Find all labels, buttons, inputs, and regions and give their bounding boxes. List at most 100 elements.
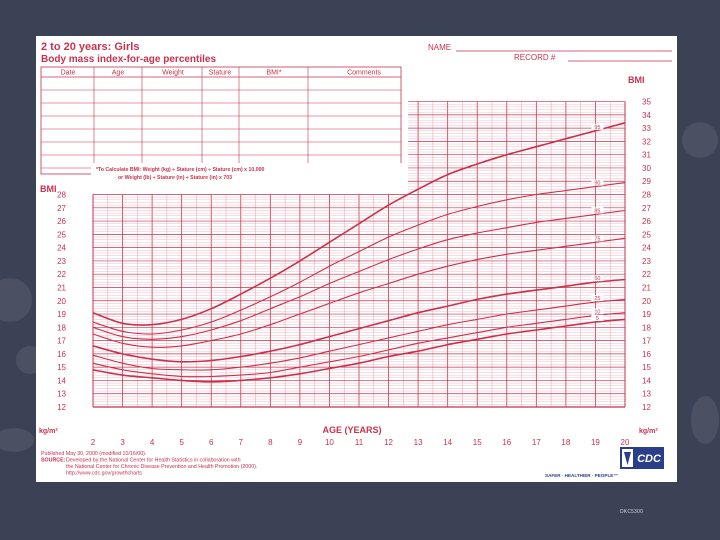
x-tick-label: 6 [209,438,214,447]
percentile-curve-50 [92,278,626,363]
percentile-label-85: 85 [594,208,600,214]
bmi-formula-box: *To Calculate BMI: Weight (kg) ÷ Stature… [91,163,411,183]
record-label: RECORD # [514,53,556,62]
y-tick-label-right: 32 [642,137,651,146]
y-tick-label-left: 14 [57,376,66,385]
y-tick-label-right: 23 [642,257,651,266]
slide-identifier: DKC5300 [620,509,644,515]
x-tick-label: 16 [502,438,511,447]
y-tick-label-right: 14 [642,376,651,385]
y-tick-label-right: 27 [642,204,651,213]
y-tick-label-right: 16 [642,350,651,359]
cdc-logo: CDC [620,447,664,469]
chart-header: 2 to 20 years: Girls Body mass index-for… [41,41,672,65]
percentile-label-bg [591,235,604,242]
bmi-formula-line2: or Weight (lb) ÷ Stature (in) ÷ Stature … [118,175,232,181]
x-tick-label: 7 [239,438,244,447]
y-tick-label-right: 29 [642,177,651,186]
percentile-label-bg [591,295,604,302]
percentile-curve-85 [92,209,626,340]
y-tick-label-right: 21 [642,283,651,292]
source-label: SOURCE: [41,458,66,464]
y-tick-label-left: 13 [57,390,66,399]
x-axis-title: AGE (YEARS) [322,425,381,435]
chart-title: 2 to 20 years: Girls [41,41,139,53]
percentile-curve-75 [92,237,626,348]
record-table: Date Age Weight Stature BMI* Comments [40,66,402,175]
x-tick-label: 20 [621,438,630,447]
y-tick-label-right: 15 [642,363,651,372]
x-tick-label: 18 [561,438,570,447]
percentile-curve-5 [92,318,626,383]
y-tick-label-left: 21 [57,283,66,292]
percentile-label-50: 50 [594,276,600,282]
x-tick-label: 3 [120,438,125,447]
column-header-date: Date [61,70,76,77]
cdc-tagline: SAFER · HEALTHIER · PEOPLE™ [545,473,618,478]
growth-chart-sheet: 2 to 20 years: Girls Body mass index-for… [36,36,677,482]
x-tick-label: 17 [532,438,541,447]
x-tick-label: 11 [355,438,364,447]
y-tick-label-right: 35 [642,98,651,107]
y-tick-label-left: 26 [57,217,66,226]
percentile-label-bg [591,315,604,322]
y-tick-label-right: 31 [642,151,651,160]
y-tick-label-right: 25 [642,230,651,239]
chart-subtitle: Body mass index-for-age percentiles [41,54,216,65]
x-tick-label: 5 [179,438,184,447]
x-tick-label: 15 [473,438,482,447]
unit-label-right: kg/m² [639,428,658,435]
y-tick-label-left: 27 [57,204,66,213]
y-tick-label-left: 20 [57,297,66,306]
y-tick-label-left: 24 [57,244,66,253]
source-url[interactable]: http://www.cdc.gov/growthcharts [66,471,142,477]
source-line1: Developed by the National Center for Hea… [66,458,241,464]
y-tick-label-left: 17 [57,337,66,346]
y-tick-label-right: 12 [642,403,651,412]
y-tick-label-left: 22 [57,270,66,279]
y-tick-label-right: 20 [642,297,651,306]
y-tick-label-right: 22 [642,270,651,279]
x-tick-label: 13 [414,438,423,447]
y-tick-label-right: 26 [642,217,651,226]
x-tick-label: 4 [150,438,155,447]
percentile-label-bg [591,275,604,282]
percentile-label-bg [591,179,604,186]
y-tick-label-right: 34 [642,111,651,120]
percentile-label-bg [591,207,604,214]
x-tick-label: 14 [443,438,452,447]
column-header-stature: Stature [209,70,232,77]
y-tick-label-right: 17 [642,337,651,346]
percentile-curve-10 [92,312,626,378]
percentile-label-90: 90 [594,181,600,187]
x-tick-label: 12 [384,438,393,447]
y-tick-label-right: 13 [642,390,651,399]
cdc-logo-text: CDC [637,453,662,465]
y-tick-label-left: 18 [57,323,66,332]
y-axis-title-left: BMI [40,184,57,194]
y-tick-label-left: 19 [57,310,66,319]
percentile-label-25: 25 [594,296,600,302]
percentile-label-95: 95 [594,125,600,131]
percentile-label-bg [591,308,604,315]
column-header-age: Age [112,70,125,77]
y-tick-label-right: 28 [642,191,651,200]
percentile-curve-95 [92,122,626,326]
x-tick-label: 19 [591,438,600,447]
percentile-label-10: 10 [594,309,600,315]
source-line2: the National Center for Chronic Disease … [66,464,257,470]
column-header-weight: Weight [162,70,184,77]
x-tick-label: 2 [91,438,96,447]
percentile-curves: 95 90 85 75 50 25 105 [92,122,626,383]
y-tick-label-left: 25 [57,230,66,239]
x-tick-label: 8 [268,438,273,447]
bmi-formula-line1: *To Calculate BMI: Weight (kg) ÷ Stature… [96,167,264,173]
name-label: NAME [428,43,451,52]
y-axis-title-right: BMI [628,75,645,85]
x-tick-label: 9 [298,438,303,447]
y-tick-label-right: 33 [642,124,651,133]
y-tick-label-left: 28 [57,191,66,200]
y-tick-label-right: 18 [642,323,651,332]
percentile-label-75: 75 [594,236,600,242]
column-header-comments: Comments [347,70,381,77]
